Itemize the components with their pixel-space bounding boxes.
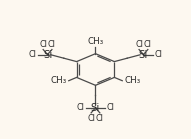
Text: Si: Si (139, 49, 148, 59)
Text: Cl: Cl (106, 103, 114, 112)
Text: Cl: Cl (135, 40, 143, 49)
Text: Cl: Cl (144, 40, 152, 49)
Text: Cl: Cl (29, 50, 37, 59)
Text: CH₃: CH₃ (124, 76, 140, 85)
Text: Cl: Cl (87, 114, 95, 123)
Text: Cl: Cl (39, 40, 47, 49)
Text: Si: Si (91, 103, 100, 113)
Text: Cl: Cl (96, 114, 104, 123)
Text: CH₃: CH₃ (87, 37, 104, 46)
Text: Si: Si (43, 49, 52, 59)
Text: Cl: Cl (48, 40, 56, 49)
Text: Cl: Cl (77, 103, 85, 112)
Text: Cl: Cl (154, 50, 162, 59)
Text: CH₃: CH₃ (51, 76, 67, 85)
